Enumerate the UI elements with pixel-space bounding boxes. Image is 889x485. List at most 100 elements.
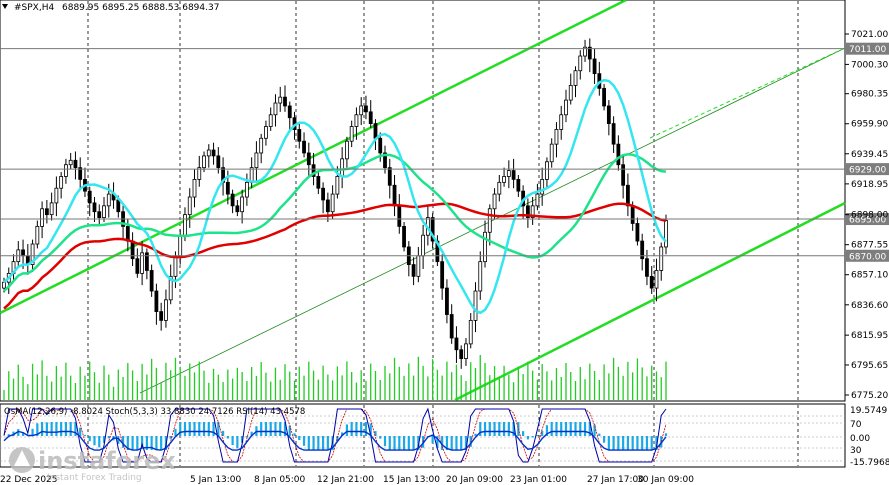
candle-body — [268, 114, 273, 127]
candle-body — [64, 164, 68, 177]
candle-body — [278, 96, 283, 104]
sub-tick-label-1: 70 — [850, 420, 862, 430]
main-plot-area — [0, 0, 846, 402]
symbol-label: #SPX,H4 — [14, 3, 54, 13]
candle-body — [540, 178, 545, 195]
candle-body — [92, 202, 97, 213]
candle-body — [616, 143, 621, 166]
candle-body — [587, 46, 592, 60]
candle-body — [345, 140, 349, 160]
candle-body — [535, 193, 540, 207]
candle-body — [321, 187, 325, 201]
channel-lower-line — [454, 201, 846, 402]
candle-body — [273, 102, 278, 116]
y-tick-label-0: 7021.00 — [851, 30, 888, 40]
candle-body — [154, 290, 159, 312]
candle-body — [416, 255, 421, 277]
x-tick-label-3: 12 Jan 21:00 — [317, 475, 374, 485]
candle-body — [264, 126, 268, 139]
candle-body — [635, 223, 640, 242]
candle-body — [402, 225, 406, 248]
price-tag-text-1: 6929.00 — [849, 166, 886, 176]
candle-body — [421, 234, 426, 257]
candle-body — [454, 337, 459, 351]
sub-tick-label-0: 19.5749 — [850, 406, 887, 416]
candle-body — [206, 149, 211, 157]
candle-body — [621, 164, 626, 186]
header: #SPX,H4 6889.95 6895.25 6888.53 6894.37 — [2, 3, 219, 13]
price-tag-text-2: 6895.00 — [849, 216, 886, 226]
candle-body — [578, 55, 583, 72]
candle-body — [506, 170, 511, 177]
x-tick-label-2: 8 Jan 05:00 — [254, 475, 306, 485]
candle-body — [40, 208, 45, 227]
channel-upper-line — [0, 0, 627, 315]
y-tick-label-9: 6836.60 — [851, 301, 888, 311]
candle-body — [525, 205, 530, 218]
candle-body — [135, 258, 140, 274]
candle-body — [297, 129, 302, 142]
candle-body — [78, 167, 83, 180]
candle-body — [611, 123, 616, 145]
price-tag-2 — [846, 213, 889, 226]
candle-body — [230, 193, 235, 207]
candle-body — [559, 114, 564, 130]
candle-body — [149, 270, 154, 292]
candle-body — [178, 234, 183, 257]
candle-body — [373, 123, 378, 139]
y-tick-label-12: 6775.20 — [851, 391, 888, 401]
price-tag-1 — [846, 163, 889, 176]
candle-body — [30, 243, 35, 265]
candle-body — [302, 140, 306, 154]
channel-mid-extension — [649, 47, 846, 139]
price-tag-0 — [846, 42, 889, 55]
candle-body — [564, 99, 568, 116]
candle-body — [468, 319, 473, 345]
sub-tick-label-2: 30 — [850, 446, 862, 456]
candle-body — [140, 252, 145, 274]
candle-body — [106, 193, 111, 207]
candle-body — [502, 176, 506, 183]
candle-body — [664, 220, 668, 248]
candle-body — [568, 85, 573, 101]
candle-body — [287, 105, 292, 119]
candle-body — [359, 105, 364, 116]
candle-body — [187, 196, 192, 216]
candle-body — [283, 96, 287, 107]
candle-body — [378, 137, 383, 154]
candle-body — [645, 258, 649, 277]
candle-body — [68, 159, 73, 166]
price-axis: 7021.00 7000.30 6980.35 6959.90 6939.45 6918.… — [845, 30, 888, 401]
candle-body — [197, 167, 202, 180]
candle-body — [464, 343, 468, 359]
candle-body — [554, 129, 559, 145]
candle-body — [183, 214, 187, 236]
sub-tick-label-4: -15.7968 — [850, 458, 889, 468]
y-tick-label-1: 7000.30 — [851, 60, 888, 70]
x-tick-label-6: 23 Jan 01:00 — [510, 475, 567, 485]
logo-tagline: Instant Forex Trading — [47, 473, 142, 483]
candle-body — [335, 176, 340, 195]
candle-body — [35, 225, 40, 245]
candle-body — [54, 187, 59, 204]
candle-body — [254, 152, 259, 169]
candle-body — [168, 275, 173, 301]
candle-body — [459, 349, 464, 359]
candle-body — [306, 152, 311, 166]
candle-body — [659, 246, 664, 271]
candle-body — [530, 205, 535, 218]
price-tag-text-0: 7011.00 — [849, 45, 886, 55]
candle-body — [164, 299, 168, 321]
x-tick-label-8: 30 Jan 09:00 — [637, 475, 694, 485]
candle-body — [516, 178, 521, 192]
candle-body — [492, 193, 497, 210]
candle-body — [583, 46, 587, 57]
candle-body — [483, 231, 487, 263]
y-tick-label-6: 6898.00 — [851, 211, 888, 221]
ma-cyan-line — [3, 78, 667, 315]
candle-body — [49, 202, 54, 216]
ma-red-line — [3, 202, 667, 310]
candle-body — [497, 181, 502, 195]
